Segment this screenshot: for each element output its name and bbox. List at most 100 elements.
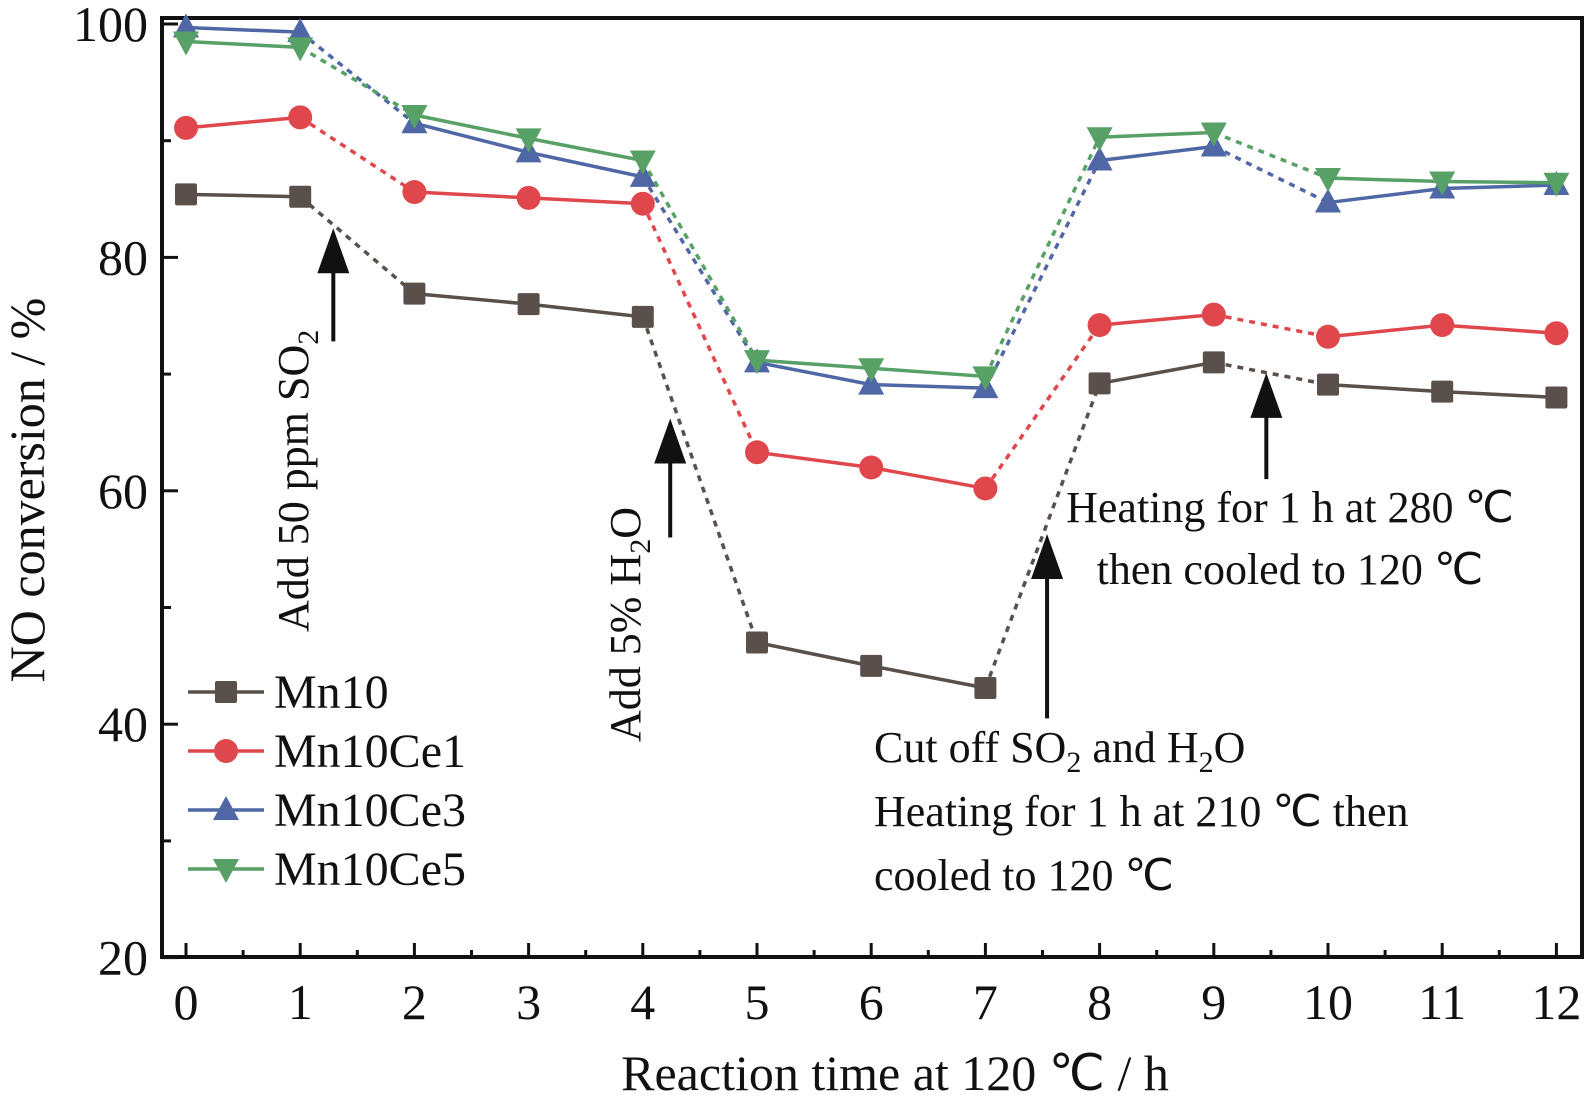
data-point — [175, 183, 197, 206]
data-point — [1429, 171, 1456, 196]
data-point — [629, 150, 656, 175]
data-point — [1544, 321, 1569, 346]
y-tick-label: 60 — [98, 463, 148, 519]
legend-marker-icon — [214, 739, 238, 763]
series-segment-dashed — [299, 45, 416, 117]
data-point — [972, 366, 999, 391]
data-point — [860, 654, 883, 677]
annotation-arrow-cutoff — [1031, 533, 1064, 719]
series-segment-dashed — [299, 195, 416, 295]
series-segment-dashed — [1213, 130, 1329, 180]
series-segment — [185, 192, 301, 199]
series-segment — [1327, 382, 1443, 394]
annotation-h2o: Add 5% H2O — [601, 507, 657, 742]
series-segment-dashed — [983, 382, 1102, 689]
series-segment-dashed — [983, 136, 1102, 378]
series-segment — [1327, 186, 1443, 205]
subscript: 2 — [1199, 746, 1214, 779]
series-segment — [1099, 360, 1215, 386]
series-segment — [528, 196, 643, 206]
y-tick-label: 40 — [98, 696, 148, 752]
subscript: 2 — [1066, 746, 1081, 779]
series-segment — [414, 190, 529, 200]
data-point — [973, 476, 998, 501]
data-point — [1202, 351, 1225, 374]
data-point — [1201, 302, 1226, 327]
series-segment-dashed — [983, 324, 1102, 490]
legend-item-mn10ce3: Mn10Ce3 — [188, 784, 466, 837]
series-segment — [528, 302, 643, 319]
data-point — [1315, 188, 1341, 213]
data-point — [173, 31, 199, 56]
series-segment-dashed — [641, 159, 759, 361]
series-segment — [1442, 389, 1557, 400]
annotation-so2: Add 50 ppm SO2 — [269, 330, 325, 632]
data-point — [289, 185, 312, 208]
series-segment-dashed — [1213, 144, 1329, 205]
legend-marker-icon — [213, 859, 239, 883]
legend-label: Mn10Ce5 — [274, 843, 466, 896]
data-point — [745, 440, 769, 465]
subscript: 2 — [292, 330, 325, 345]
legend-label: Mn10 — [274, 666, 389, 719]
annotation-arrow-h2o — [654, 418, 687, 538]
x-axis-title: Reaction time at 120 ℃ / h — [621, 1045, 1169, 1101]
annotation-cutoff-line: cooled to 120 ℃ — [874, 851, 1174, 900]
text-run: O — [601, 507, 650, 539]
data-point — [1316, 324, 1340, 349]
series-mn10 — [175, 183, 1568, 700]
annotation-arrow-heat280 — [1250, 372, 1283, 480]
data-point — [174, 115, 198, 140]
text-run: then cooled to 120 ℃ — [1097, 545, 1484, 594]
series-segment — [756, 640, 872, 668]
series-segment — [1442, 323, 1557, 336]
data-point — [515, 128, 542, 153]
x-tick-label: 0 — [174, 974, 199, 1030]
x-tick-label: 2 — [402, 974, 427, 1030]
series-segment — [870, 664, 986, 690]
text-run: cooled to 120 ℃ — [874, 851, 1174, 900]
data-point — [744, 350, 770, 375]
data-point — [1086, 127, 1113, 152]
data-point — [1545, 386, 1568, 409]
series-segment — [1099, 144, 1215, 163]
arrow-head-icon — [317, 228, 350, 274]
text-run: Add 5% H — [601, 554, 650, 742]
data-point — [517, 293, 540, 316]
series-segment-dashed — [641, 202, 759, 454]
x-tick-label: 1 — [288, 974, 313, 1030]
legend: Mn10 Mn10Ce1 Mn10Ce3 Mn10Ce5 — [188, 666, 466, 896]
y-tick-label: 20 — [98, 930, 148, 986]
series-segment — [185, 25, 301, 34]
text-run: Heating for 1 h at 210 ℃ then — [874, 787, 1409, 836]
data-point — [1543, 172, 1570, 197]
legend-marker-icon — [215, 681, 237, 703]
series-mn10ce3 — [173, 13, 1570, 399]
series-segment — [756, 450, 872, 470]
x-tick-label: 6 — [859, 974, 884, 1030]
series-segment-dashed — [641, 316, 759, 644]
series-mn10ce5 — [173, 31, 1570, 391]
x-tick-label: 11 — [1418, 974, 1466, 1030]
series-segment-dashed — [1213, 360, 1329, 387]
data-point — [859, 455, 884, 480]
arrow-head-icon — [1031, 533, 1064, 579]
data-point — [1317, 373, 1339, 396]
x-tick-label: 5 — [745, 974, 770, 1030]
x-tick-label: 10 — [1303, 974, 1353, 1030]
data-point — [287, 18, 314, 43]
text-run: Cut off SO — [874, 723, 1066, 772]
x-tick-label: 9 — [1201, 974, 1226, 1030]
series-segment — [185, 115, 301, 130]
arrow-head-icon — [1250, 372, 1283, 418]
text-run: and H — [1081, 723, 1198, 772]
data-point — [1086, 146, 1113, 171]
annotation-arrow-so2 — [317, 228, 350, 342]
data-point — [288, 105, 313, 130]
data-point — [1430, 313, 1455, 338]
legend-item-mn10ce5: Mn10Ce5 — [188, 843, 466, 896]
annotation-cutoff-line: Heating for 1 h at 210 ℃ then — [874, 787, 1409, 836]
